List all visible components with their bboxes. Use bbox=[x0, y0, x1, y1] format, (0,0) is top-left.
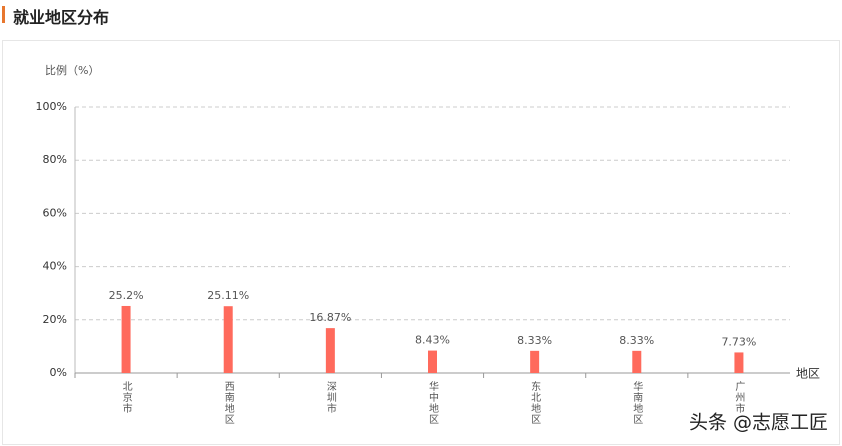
value-label: 7.73% bbox=[721, 335, 756, 348]
y-tick-label: 60% bbox=[43, 206, 67, 219]
bar bbox=[632, 350, 642, 373]
header-title: 就业地区分布 bbox=[13, 8, 110, 27]
value-label: 25.11% bbox=[207, 289, 249, 302]
y-tick-label: 40% bbox=[43, 260, 67, 273]
header-accent bbox=[2, 6, 5, 23]
bar bbox=[428, 350, 437, 373]
x-tick-label: 东北地区 bbox=[529, 380, 541, 425]
y-axis-label: 比例（%） bbox=[45, 63, 99, 77]
bar bbox=[325, 328, 335, 373]
bar bbox=[223, 306, 233, 373]
value-label: 25.2% bbox=[109, 289, 144, 302]
header: 就业地区分布 bbox=[0, 0, 842, 34]
value-label: 8.43% bbox=[415, 334, 450, 347]
value-label: 16.87% bbox=[309, 311, 351, 324]
x-tick-label: 广州市 bbox=[733, 381, 745, 414]
chart-panel bbox=[2, 40, 840, 445]
value-label: 8.33% bbox=[517, 334, 552, 347]
bar bbox=[121, 305, 131, 373]
bar bbox=[530, 350, 540, 373]
x-tick-label: 北京市 bbox=[120, 381, 132, 414]
y-tick-label: 100% bbox=[36, 100, 67, 113]
bar bbox=[734, 352, 744, 373]
y-tick-label: 20% bbox=[43, 313, 67, 326]
y-tick-label: 80% bbox=[43, 153, 67, 166]
x-axis-label: 地区 bbox=[796, 367, 820, 381]
x-tick-label: 华中地区 bbox=[427, 380, 439, 425]
x-tick-label: 华南地区 bbox=[631, 380, 643, 425]
x-tick-label: 西南地区 bbox=[222, 381, 234, 425]
x-tick-label: 深圳市 bbox=[324, 381, 336, 414]
watermark: 头条 @志愿工匠 bbox=[689, 412, 828, 434]
value-label: 8.33% bbox=[619, 334, 654, 347]
y-tick-label: 0% bbox=[50, 366, 67, 379]
